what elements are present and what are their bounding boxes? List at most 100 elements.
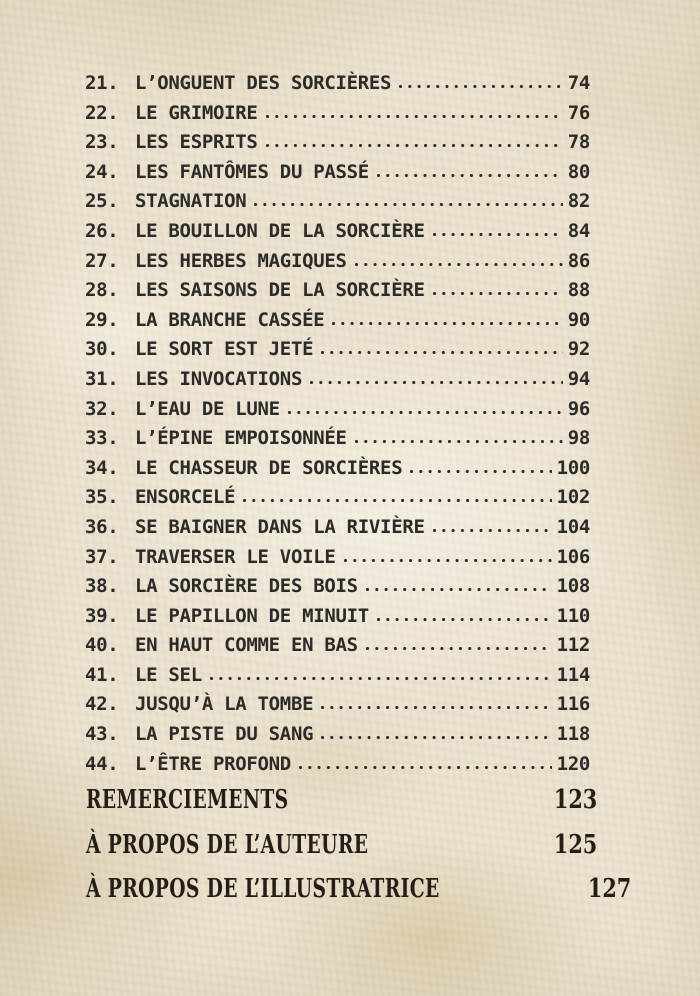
dot-leader xyxy=(399,85,563,89)
dot-leader xyxy=(321,351,563,356)
chapter-number: 43. xyxy=(85,723,119,746)
dot-leader xyxy=(254,203,563,208)
page-number: 96 xyxy=(567,397,591,420)
dot-leader xyxy=(354,440,563,445)
page-number: 82 xyxy=(567,190,591,213)
chapter-number: 38. xyxy=(85,575,119,598)
chapter-number: 36. xyxy=(85,515,119,538)
toc-entry: 35. ENSORCELÉ 102 xyxy=(85,483,590,513)
toc-entry: 30. LE SORT EST JETÉ 92 xyxy=(85,335,590,365)
chapter-title: ENSORCELÉ xyxy=(135,486,236,509)
dot-leader xyxy=(432,232,563,237)
dot-leader xyxy=(265,144,563,149)
toc-entry: 39. LE PAPILLON DE MINUIT 110 xyxy=(85,602,590,632)
chapter-number: 26. xyxy=(85,219,119,242)
chapter-number: 34. xyxy=(85,456,119,479)
page-number: 100 xyxy=(556,456,591,479)
dot-leader xyxy=(310,380,563,385)
page-number: 92 xyxy=(567,338,591,361)
page-number: 112 xyxy=(556,634,591,657)
dot-leader xyxy=(376,173,563,178)
page-number: 84 xyxy=(567,219,591,242)
chapter-title: LA BRANCHE CASSÉE xyxy=(135,308,325,331)
toc-entry: 21. L’ONGUENT DES SORCIÈRES 74 xyxy=(85,69,590,99)
page-number: 78 xyxy=(567,131,591,154)
dot-leader xyxy=(287,410,563,415)
chapter-number: 31. xyxy=(85,367,119,390)
page-number: 120 xyxy=(556,752,591,775)
chapter-title: LE SORT EST JETÉ xyxy=(135,338,314,361)
page-number: 94 xyxy=(567,367,591,390)
chapter-number: 24. xyxy=(85,160,119,183)
chapter-title: L’ÉPINE EMPOISONNÉE xyxy=(135,427,347,450)
toc-entry: 24. LES FANTÔMES DU PASSÉ 80 xyxy=(85,158,590,188)
toc-entry: 44. L’ÊTRE PROFOND 120 xyxy=(85,750,590,780)
chapter-title: LE CHASSEUR DE SORCIÈRES xyxy=(135,456,403,479)
dot-leader xyxy=(321,706,552,711)
chapter-title: L’EAU DE LUNE xyxy=(135,397,280,420)
page-number: 76 xyxy=(567,101,591,124)
toc-entry: 41. LE SEL 114 xyxy=(85,661,590,691)
chapter-title: LES INVOCATIONS xyxy=(135,367,303,390)
dot-leader xyxy=(432,528,552,533)
chapter-title: TRAVERSER LE VOILE xyxy=(135,545,336,568)
chapter-title: LES FANTÔMES DU PASSÉ xyxy=(135,160,369,183)
toc-entry: 27. LES HERBES MAGIQUES 86 xyxy=(85,247,590,277)
chapter-number: 44. xyxy=(85,752,119,775)
dot-leader xyxy=(365,588,552,593)
page-number: 102 xyxy=(556,486,591,509)
chapter-number: 30. xyxy=(85,338,119,361)
dot-leader xyxy=(265,114,563,119)
chapter-number: 40. xyxy=(85,634,119,657)
chapter-number: 21. xyxy=(85,72,119,94)
chapter-number: 22. xyxy=(85,101,119,124)
toc-entry: 28. LES SAISONS DE LA SORCIÈRE 88 xyxy=(85,276,590,306)
page-number: 116 xyxy=(556,693,591,716)
page-number: 74 xyxy=(567,72,591,94)
page-number: 88 xyxy=(567,279,591,302)
toc-entry: 34. LE CHASSEUR DE SORCIÈRES 100 xyxy=(85,454,590,484)
back-matter-entry: À PROPOS DE L’AUTEURE 125 xyxy=(86,823,597,868)
page-number: 98 xyxy=(567,427,591,450)
back-matter-title: À PROPOS DE L’ILLUSTRATRICE xyxy=(86,874,440,904)
toc-entry: 42. JUSQU’À LA TOMBE 116 xyxy=(85,690,590,720)
page-number: 118 xyxy=(556,723,591,746)
chapter-title: LE GRIMOIRE xyxy=(135,101,258,124)
back-matter-title: REMERCIEMENTS xyxy=(86,785,289,815)
dot-leader xyxy=(321,736,552,741)
chapter-number: 41. xyxy=(85,663,119,686)
chapter-number: 33. xyxy=(85,427,119,450)
chapter-number: 32. xyxy=(85,397,119,420)
toc-entry: 31. LES INVOCATIONS 94 xyxy=(85,365,590,395)
page-number: 106 xyxy=(556,545,591,568)
page-number: 108 xyxy=(556,575,591,598)
dot-leader xyxy=(343,558,552,563)
toc-entry: 33. L’ÉPINE EMPOISONNÉE 98 xyxy=(85,424,590,454)
dot-leader xyxy=(243,499,552,504)
chapter-number: 25. xyxy=(85,190,119,213)
dot-leader xyxy=(332,321,563,326)
page-number: 114 xyxy=(556,663,591,686)
page-number: 80 xyxy=(567,160,591,183)
back-matter-list: REMERCIEMENTS 123 À PROPOS DE L’AUTEURE 125… xyxy=(86,778,631,912)
chapter-number: 28. xyxy=(85,279,119,302)
toc-entry: 22. LE GRIMOIRE 76 xyxy=(85,99,590,129)
table-of-contents: 21. L’ONGUENT DES SORCIÈRES 74 22. LE GRIMOI… xyxy=(85,69,590,779)
chapter-title: LE PAPILLON DE MINUIT xyxy=(135,604,369,627)
chapter-number: 29. xyxy=(85,308,119,331)
chapter-title: STAGNATION xyxy=(135,190,247,213)
page-number: 123 xyxy=(553,785,597,815)
chapter-title: LA SORCIÈRE DES BOIS xyxy=(135,575,358,598)
page-number: 86 xyxy=(567,249,591,272)
chapter-title: LES HERBES MAGIQUES xyxy=(135,249,347,272)
dot-leader xyxy=(298,765,552,770)
chapter-number: 23. xyxy=(85,131,119,154)
toc-entry: 38. LA SORCIÈRE DES BOIS 108 xyxy=(85,572,590,602)
chapter-title: JUSQU’À LA TOMBE xyxy=(135,693,314,716)
chapter-title: LES ESPRITS xyxy=(135,131,258,154)
toc-entry: 43. LA PISTE DU SANG 118 xyxy=(85,720,590,750)
toc-entry: 36. SE BAIGNER DANS LA RIVIÈRE 104 xyxy=(85,513,590,543)
dot-leader xyxy=(376,617,552,622)
chapter-title: LE SEL xyxy=(135,663,202,686)
